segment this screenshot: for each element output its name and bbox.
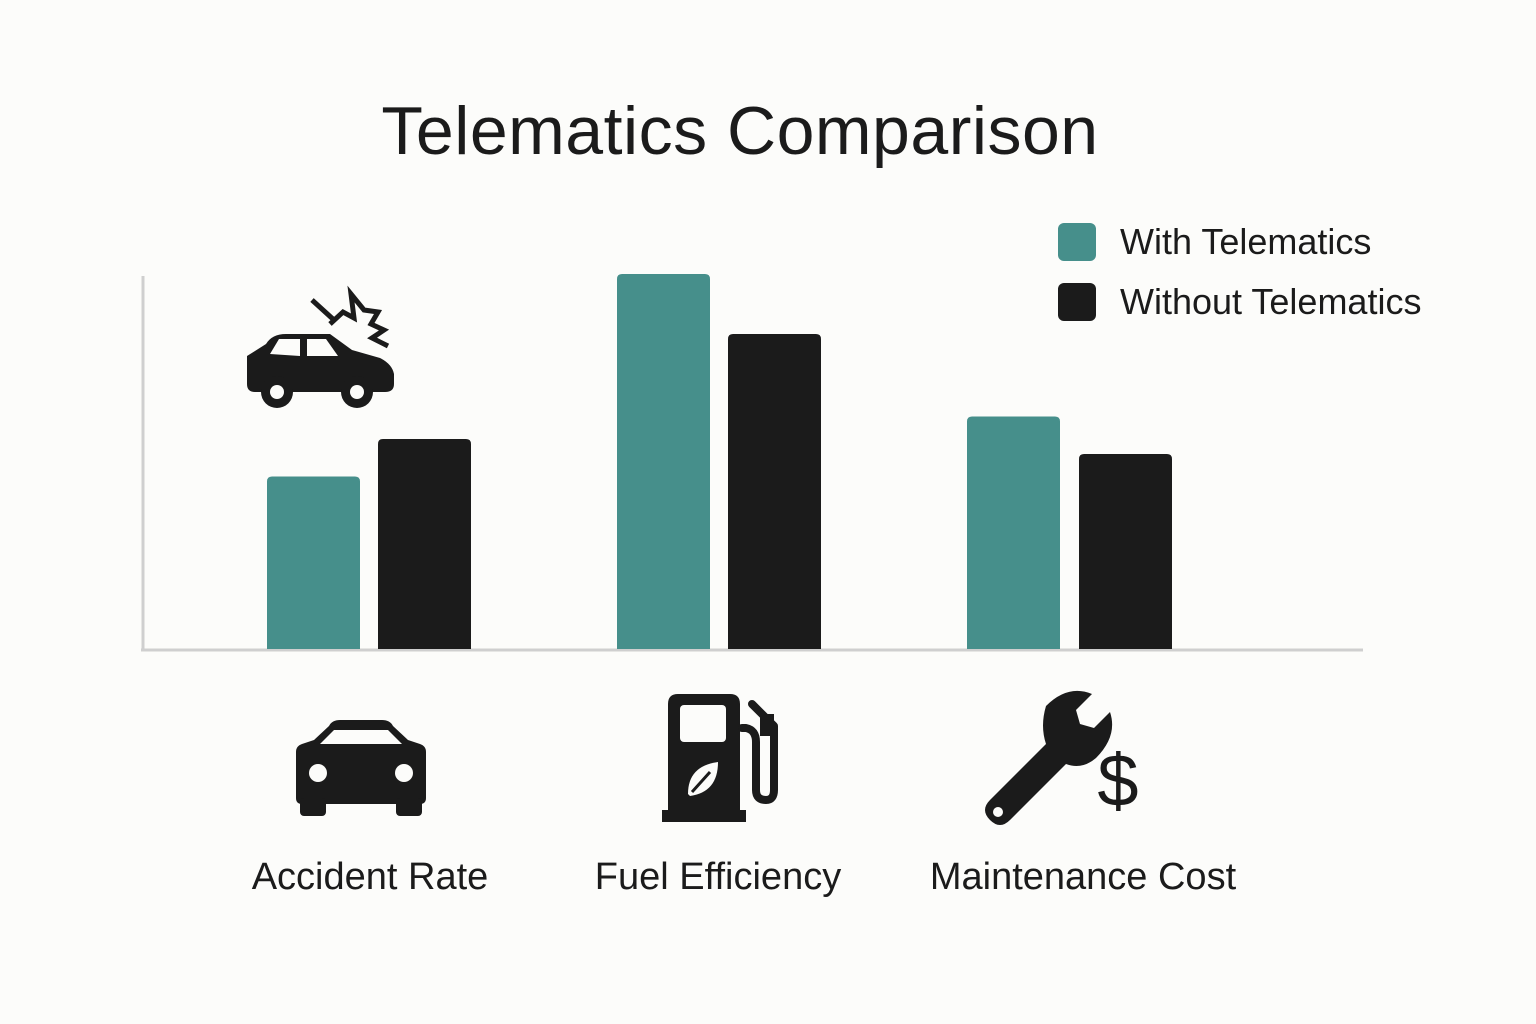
chart-title: Telematics Comparison xyxy=(381,93,1099,169)
category-label-maintenance-cost: Maintenance Cost xyxy=(929,856,1237,898)
legend-item-without-telematics: Without Telematics xyxy=(1058,281,1422,322)
legend: With Telematics Without Telematics xyxy=(1058,221,1422,342)
bar-maintenance-cost-with-telematics xyxy=(967,416,1060,649)
wrench-dollar-icon: $ xyxy=(985,690,1139,825)
legend-swatch-with-telematics xyxy=(1058,223,1096,261)
legend-item-with-telematics: With Telematics xyxy=(1058,221,1421,262)
car-icon xyxy=(296,720,426,816)
fuel-pump-leaf-icon xyxy=(662,694,778,822)
bar-accident-rate-without-telematics xyxy=(378,439,471,649)
bar-fuel-efficiency-with-telematics xyxy=(617,274,710,649)
bar-fuel-efficiency-without-telematics xyxy=(728,334,821,649)
legend-swatch-without-telematics xyxy=(1058,283,1096,321)
legend-label-without-telematics: Without Telematics xyxy=(1120,281,1422,322)
bar-accident-rate-with-telematics xyxy=(267,476,360,649)
car-crash-icon xyxy=(247,285,394,408)
bar-maintenance-cost-without-telematics xyxy=(1079,454,1172,649)
category-label-fuel-efficiency: Fuel Efficiency xyxy=(594,856,842,898)
category-label-accident-rate: Accident Rate xyxy=(251,856,489,898)
legend-label-with-telematics: With Telematics xyxy=(1120,221,1372,262)
svg-text:$: $ xyxy=(1097,739,1138,822)
bars-group xyxy=(267,274,1172,649)
